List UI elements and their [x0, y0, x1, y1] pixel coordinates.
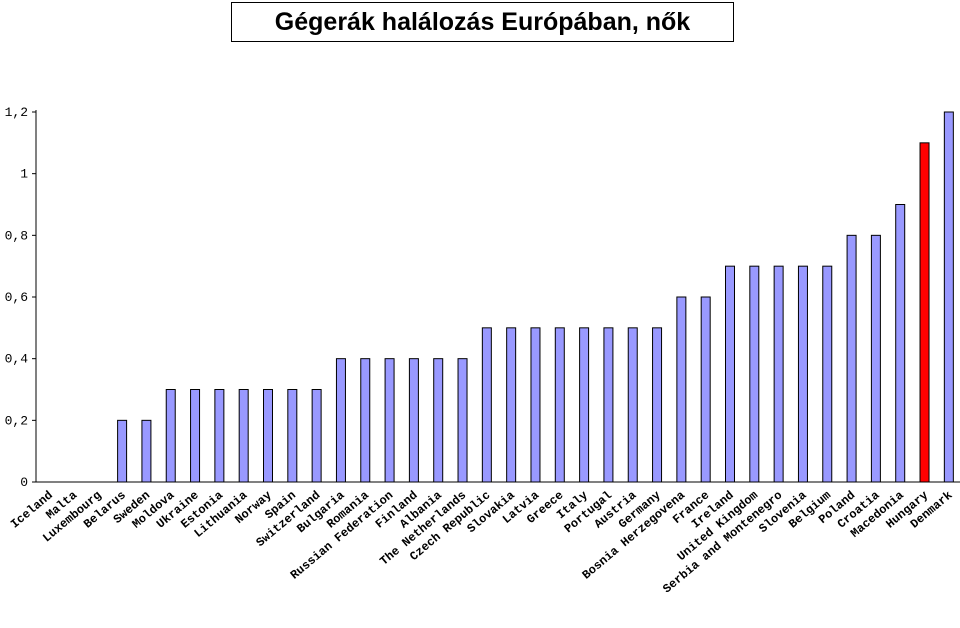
- bar-belarus: [117, 419, 128, 483]
- bar-norway: [263, 389, 273, 483]
- bar-serbia-and-montenegro: [773, 265, 784, 483]
- bar-albania: [433, 358, 444, 483]
- bar-france: [700, 296, 711, 483]
- bar-austria: [627, 327, 638, 483]
- bar-switzerland: [311, 389, 322, 483]
- bar-czech-republic: [481, 327, 492, 483]
- bar-sweden: [141, 419, 152, 483]
- y-tick-label: 0,6: [5, 290, 28, 305]
- bar-romania: [360, 358, 371, 483]
- y-tick-label: 1: [20, 167, 28, 182]
- bar-slovenia: [797, 265, 808, 483]
- bar-croatia: [870, 234, 881, 483]
- bar-germany: [652, 327, 663, 483]
- bar-bosnia-herzegovena: [676, 296, 687, 483]
- bar-ukraine: [190, 389, 201, 483]
- bar-macedonia: [895, 204, 906, 483]
- bar-hungary: [919, 142, 930, 483]
- bar-belgium: [822, 265, 833, 483]
- bar-slovakia: [506, 327, 517, 483]
- bar-the-netherlands: [457, 358, 468, 483]
- bar-spain: [287, 389, 298, 483]
- bar-portugal: [603, 327, 614, 483]
- bar-greece: [554, 327, 565, 483]
- bar-finland: [408, 358, 419, 483]
- bar-poland: [846, 234, 857, 483]
- bar-ireland: [725, 265, 735, 483]
- chart-title: Gégerák halálozás Európában, nők: [274, 7, 691, 36]
- bar-moldova: [165, 389, 176, 483]
- bar-russian-federation: [384, 358, 395, 483]
- chart-title-box: Gégerák halálozás Európában, nők: [231, 2, 734, 42]
- bar-italy: [579, 327, 590, 483]
- chart-bars: [117, 111, 954, 483]
- y-tick-label: 0: [20, 475, 28, 490]
- bar-estonia: [214, 389, 225, 483]
- bar-united-kingdom: [749, 265, 760, 483]
- bar-bulgaria: [335, 358, 346, 483]
- bar-denmark: [943, 111, 954, 483]
- bar-latvia: [530, 327, 541, 483]
- y-tick-label: 0,4: [5, 352, 29, 367]
- y-axis-ticks: 0 0,2 0,4 0,6 0,8 1 1,2: [5, 105, 36, 490]
- y-tick-label: 1,2: [5, 105, 28, 120]
- x-axis-labels: IcelandMaltaLuxembourgBelarusSwedenMoldo…: [8, 488, 955, 596]
- bar-lithuania: [238, 389, 249, 483]
- y-tick-label: 0,2: [5, 413, 28, 428]
- y-tick-label: 0,8: [5, 228, 28, 243]
